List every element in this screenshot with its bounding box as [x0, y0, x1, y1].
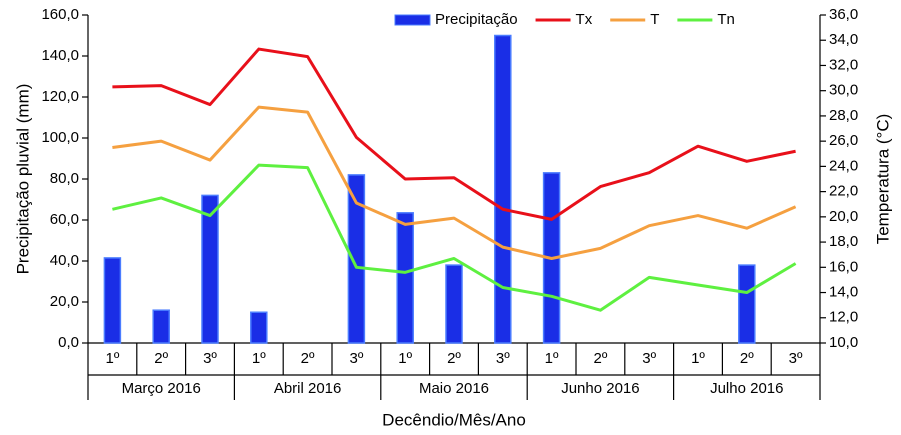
line: [112, 163, 797, 312]
y2-tick-label: 10,0: [829, 334, 858, 351]
bar: [201, 194, 219, 344]
line: [112, 105, 797, 260]
x-tick-label: 1º: [252, 350, 266, 367]
line: [112, 47, 796, 221]
x-group-label: Abril 2016: [274, 380, 342, 397]
x-tick-label: 1º: [545, 350, 559, 367]
x-tick-label: 2º: [154, 350, 168, 367]
y2-tick-label: 22,0: [829, 183, 858, 200]
y2-tick-label: 36,0: [829, 6, 858, 23]
y-tick-label: 120,0: [41, 88, 79, 105]
y-tick-label: 80,0: [50, 170, 79, 187]
x-tick-label: 2º: [740, 350, 754, 367]
y2-tick-label: 26,0: [829, 132, 858, 149]
x-tick-label: 1º: [105, 350, 119, 367]
legend-label: Tx: [576, 11, 593, 28]
y2-tick-label: 34,0: [829, 31, 858, 48]
x-group-label: Julho 2016: [710, 380, 783, 397]
x-tick-label: 3º: [496, 350, 510, 367]
legend-label: Tn: [717, 11, 735, 28]
bar: [396, 212, 414, 344]
x-tick-label: 3º: [642, 350, 656, 367]
legend-label: Precipitação: [435, 11, 518, 28]
bar: [103, 257, 122, 344]
bar: [445, 264, 463, 344]
y-tick-label: 40,0: [50, 252, 79, 269]
y-tick-label: 60,0: [50, 211, 79, 228]
y2-tick-label: 16,0: [829, 258, 858, 275]
y2-tick-label: 24,0: [829, 157, 858, 174]
y-tick-label: 160,0: [41, 6, 79, 23]
y2-axis-title: Temperatura (°C): [873, 114, 892, 245]
x-group-label: Março 2016: [122, 380, 201, 397]
bar: [250, 311, 268, 344]
x-group-label: Junho 2016: [561, 380, 639, 397]
bar: [738, 264, 756, 344]
x-tick-label: 1º: [691, 350, 705, 367]
bar: [494, 34, 512, 344]
bar: [347, 174, 366, 344]
bar: [152, 309, 170, 344]
y2-tick-label: 30,0: [829, 82, 858, 99]
x-axis-title: Decêndio/Mês/Ano: [382, 410, 526, 429]
y2-tick-label: 20,0: [829, 208, 858, 225]
y2-tick-label: 12,0: [829, 309, 858, 326]
y2-tick-label: 32,0: [829, 56, 858, 73]
legend-label: T: [650, 11, 659, 28]
y2-tick-label: 18,0: [829, 233, 858, 250]
y-tick-label: 0,0: [58, 334, 79, 351]
x-tick-label: 2º: [593, 350, 607, 367]
x-group-label: Maio 2016: [419, 380, 489, 397]
x-tick-label: 3º: [349, 350, 363, 367]
y-tick-label: 100,0: [41, 129, 79, 146]
x-tick-label: 2º: [301, 350, 315, 367]
x-tick-label: 1º: [398, 350, 412, 367]
y2-tick-label: 14,0: [829, 284, 858, 301]
legend-swatch: [394, 14, 431, 26]
x-tick-label: 2º: [447, 350, 461, 367]
y-axis-title: Precipitação pluvial (mm): [13, 84, 32, 275]
y-tick-label: 140,0: [41, 47, 79, 64]
x-tick-label: 3º: [203, 350, 217, 367]
x-tick-label: 3º: [789, 350, 803, 367]
y2-tick-label: 28,0: [829, 107, 858, 124]
y-tick-label: 20,0: [50, 293, 79, 310]
